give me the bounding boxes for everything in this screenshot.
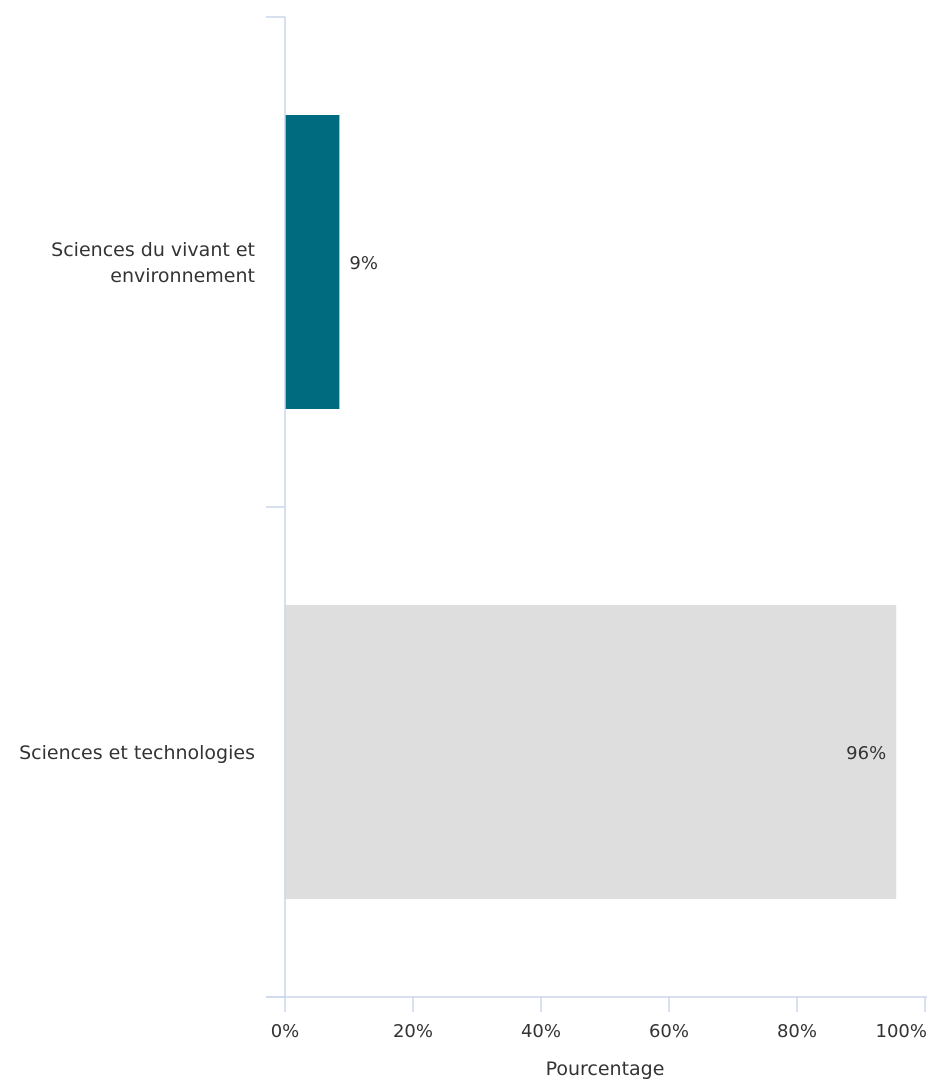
x-axis-title: Pourcentage xyxy=(546,1058,665,1079)
plot-area xyxy=(285,115,897,899)
bar-1 xyxy=(285,605,897,899)
data-label-1: 96% xyxy=(846,743,886,764)
x-tick-label: 40% xyxy=(521,1021,561,1042)
bar-0 xyxy=(285,115,340,409)
x-tick-label: 60% xyxy=(649,1021,689,1042)
labels: 9% Sciences du vivant et environnement 96% S… xyxy=(19,239,927,1042)
category-label-0: Sciences du vivant et environnement xyxy=(51,239,255,287)
axes xyxy=(266,16,927,1012)
category-label-line: Sciences et technologies xyxy=(19,742,255,764)
category-label-1: Sciences et technologies xyxy=(19,742,255,764)
x-tick-label: 100% xyxy=(876,1021,927,1042)
category-label-line: Sciences du vivant et xyxy=(51,239,255,261)
x-tick-label: 0% xyxy=(271,1021,300,1042)
x-tick-label: 80% xyxy=(777,1021,817,1042)
category-label-line: environnement xyxy=(110,265,255,287)
data-label-0: 9% xyxy=(349,253,378,274)
x-tick-label: 20% xyxy=(393,1021,433,1042)
